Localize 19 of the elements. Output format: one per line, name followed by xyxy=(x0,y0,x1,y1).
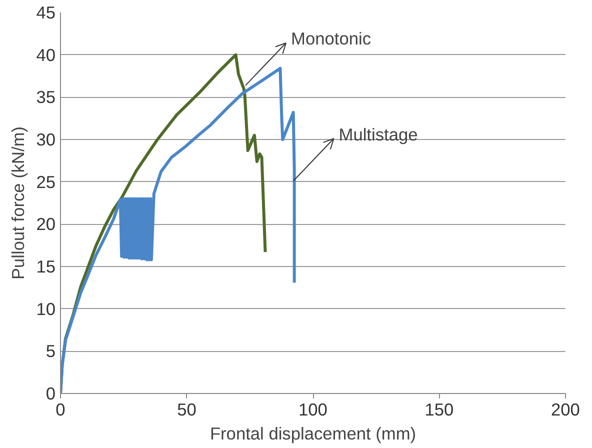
x-tick-label: 200 xyxy=(551,400,580,420)
x-tick-label: 100 xyxy=(298,400,328,420)
y-tick-label: 5 xyxy=(46,341,56,362)
y-tick-label: 35 xyxy=(36,87,56,108)
line-series xyxy=(60,66,296,394)
y-tick-label: 25 xyxy=(36,172,56,192)
y-tick-label: 10 xyxy=(36,298,56,319)
annotation: Multistage xyxy=(338,124,418,144)
annotation: Monotonic xyxy=(291,28,372,49)
y-tick-label: 15 xyxy=(36,256,56,276)
y-axis-title: Pullout force (kN/m) xyxy=(8,126,28,280)
y-tick-label: 45 xyxy=(36,2,56,22)
y-tick-label: 20 xyxy=(36,214,56,234)
x-axis-title: Frontal displacement (mm) xyxy=(210,424,416,444)
y-tick-label: 0 xyxy=(46,384,56,404)
x-tick-label: 150 xyxy=(424,400,454,420)
x-tick-label: 50 xyxy=(177,400,196,420)
y-tick-label: 30 xyxy=(36,130,56,150)
y-tick-label: 40 xyxy=(36,44,56,65)
